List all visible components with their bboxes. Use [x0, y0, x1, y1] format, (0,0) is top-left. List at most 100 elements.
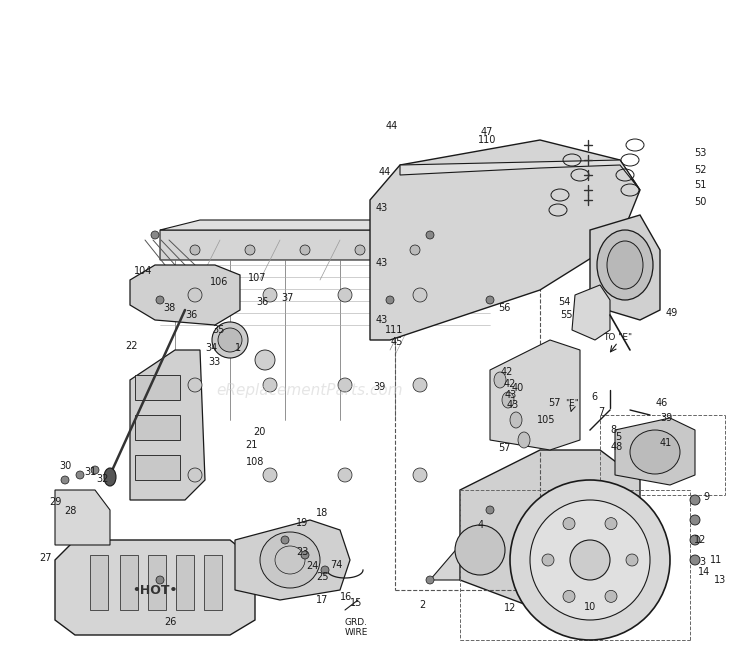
Bar: [148, 555, 166, 610]
Polygon shape: [235, 520, 350, 600]
Text: 26: 26: [164, 617, 176, 627]
Ellipse shape: [510, 412, 522, 428]
Polygon shape: [130, 350, 205, 500]
Text: 4: 4: [478, 520, 484, 530]
Text: 9: 9: [703, 492, 709, 502]
Text: 38: 38: [164, 303, 176, 313]
Polygon shape: [130, 265, 240, 325]
Ellipse shape: [605, 517, 617, 530]
Text: 48: 48: [611, 442, 623, 452]
Text: 27: 27: [40, 553, 53, 563]
Text: 20: 20: [253, 427, 266, 437]
Ellipse shape: [91, 466, 99, 474]
Ellipse shape: [690, 495, 700, 505]
Ellipse shape: [455, 525, 505, 575]
Ellipse shape: [563, 517, 575, 530]
Polygon shape: [130, 580, 460, 625]
Text: 42: 42: [501, 367, 513, 377]
Text: 29: 29: [50, 497, 62, 507]
Text: 36: 36: [186, 310, 198, 320]
Text: 45: 45: [391, 337, 403, 347]
Text: 19: 19: [296, 518, 308, 528]
Ellipse shape: [413, 468, 427, 482]
Ellipse shape: [413, 288, 427, 302]
Text: 110: 110: [478, 135, 496, 145]
Ellipse shape: [597, 230, 653, 300]
Text: 106: 106: [210, 277, 228, 287]
Text: 1: 1: [235, 343, 242, 353]
Ellipse shape: [321, 566, 329, 574]
Ellipse shape: [607, 241, 643, 289]
Polygon shape: [160, 230, 490, 280]
Text: 23: 23: [296, 547, 308, 557]
Text: 6: 6: [591, 392, 597, 402]
Ellipse shape: [76, 471, 84, 479]
Polygon shape: [615, 418, 695, 485]
Bar: [135, 455, 180, 480]
Text: 22: 22: [126, 341, 138, 351]
Bar: [176, 555, 194, 610]
Text: 43: 43: [376, 258, 388, 268]
Text: 39: 39: [374, 382, 386, 392]
Text: 49: 49: [666, 308, 678, 318]
Polygon shape: [400, 160, 640, 190]
Text: 13: 13: [714, 575, 726, 585]
Ellipse shape: [151, 231, 159, 239]
Text: 50: 50: [694, 197, 706, 207]
Text: 108: 108: [246, 457, 264, 467]
Ellipse shape: [263, 378, 277, 392]
Polygon shape: [155, 230, 490, 580]
Ellipse shape: [563, 590, 575, 603]
Ellipse shape: [486, 296, 494, 304]
Text: 36: 36: [256, 297, 268, 307]
Ellipse shape: [486, 506, 494, 514]
Ellipse shape: [281, 536, 289, 544]
Text: 28: 28: [64, 506, 77, 516]
Text: 2: 2: [419, 600, 425, 610]
Ellipse shape: [386, 296, 394, 304]
Text: TO "E": TO "E": [604, 333, 632, 343]
Text: 51: 51: [694, 180, 706, 190]
Ellipse shape: [530, 500, 650, 620]
Ellipse shape: [410, 245, 420, 255]
Ellipse shape: [301, 551, 309, 559]
Text: 54: 54: [558, 297, 570, 307]
Text: 33: 33: [209, 357, 221, 367]
Text: 16: 16: [340, 592, 352, 602]
Ellipse shape: [355, 245, 365, 255]
Text: 104: 104: [134, 266, 152, 276]
Text: 8: 8: [610, 425, 616, 435]
Ellipse shape: [690, 535, 700, 545]
Text: 21: 21: [245, 440, 257, 450]
Text: 3: 3: [699, 557, 705, 567]
Text: 37: 37: [281, 293, 293, 303]
Bar: [90, 555, 108, 610]
Text: 56: 56: [498, 303, 510, 313]
Ellipse shape: [263, 288, 277, 302]
Text: eReplacementParts.com: eReplacementParts.com: [217, 382, 404, 398]
Text: •HOT•: •HOT•: [132, 584, 178, 597]
Ellipse shape: [413, 378, 427, 392]
Text: 53: 53: [694, 148, 706, 158]
Text: 18: 18: [316, 508, 328, 518]
Text: 43: 43: [376, 203, 388, 213]
Ellipse shape: [626, 554, 638, 566]
Ellipse shape: [690, 515, 700, 525]
Text: 44: 44: [379, 167, 391, 177]
Polygon shape: [430, 510, 530, 580]
Ellipse shape: [426, 576, 434, 584]
Text: 43: 43: [376, 315, 388, 325]
Text: 15: 15: [350, 598, 362, 608]
Ellipse shape: [188, 288, 202, 302]
Text: GRD.
WIRE: GRD. WIRE: [344, 618, 368, 638]
Ellipse shape: [630, 430, 680, 474]
Text: 43: 43: [507, 400, 519, 410]
Ellipse shape: [605, 590, 617, 603]
Ellipse shape: [300, 245, 310, 255]
Ellipse shape: [156, 296, 164, 304]
Bar: [120, 555, 138, 610]
Text: 42: 42: [504, 379, 516, 389]
Ellipse shape: [518, 432, 530, 448]
Text: 44: 44: [386, 121, 398, 131]
Text: 55: 55: [560, 310, 572, 320]
